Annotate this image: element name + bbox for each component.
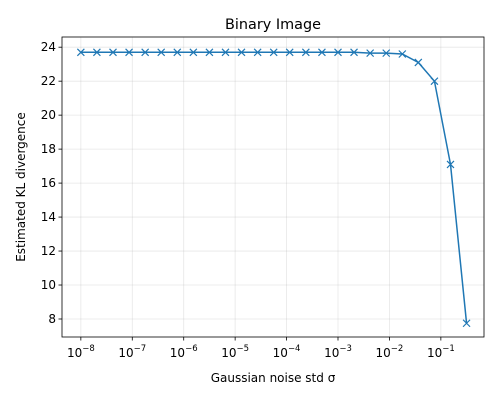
x-tick-base: 10: [170, 346, 185, 360]
x-tick-exponent: −2: [391, 344, 404, 354]
y-tick-label: 18: [41, 142, 56, 156]
data-marker: [269, 48, 278, 57]
y-tick-label: 8: [48, 312, 56, 326]
x-tick-exponent: −7: [134, 344, 147, 354]
data-marker: [141, 48, 150, 57]
data-marker: [301, 48, 310, 57]
x-tick-label: 10−1: [427, 344, 455, 360]
data-marker: [253, 48, 262, 57]
y-tick-label: 14: [41, 210, 56, 224]
x-tick-exponent: −5: [237, 344, 250, 354]
data-marker: [398, 50, 407, 58]
y-tick-label: 16: [41, 176, 56, 190]
data-marker: [430, 77, 439, 86]
x-tick-label: 10−2: [376, 344, 404, 360]
chart-title: Binary Image: [225, 17, 321, 33]
data-marker: [414, 58, 423, 67]
plot-frame: [61, 36, 485, 338]
data-marker: [237, 48, 246, 57]
data-marker: [366, 49, 375, 58]
y-axis-label: Estimated KL divergence: [14, 112, 28, 262]
data-marker: [221, 48, 230, 57]
x-tick-base: 10: [67, 346, 82, 360]
data-marker: [462, 319, 471, 328]
data-marker: [382, 49, 391, 58]
data-marker: [157, 48, 166, 57]
x-tick-exponent: −8: [82, 344, 95, 354]
x-tick-base: 10: [324, 346, 339, 360]
x-tick-base: 10: [427, 346, 442, 360]
x-tick-label: 10−3: [324, 344, 352, 360]
x-tick-label: 10−5: [221, 344, 249, 360]
x-tick-base: 10: [376, 346, 391, 360]
data-marker: [125, 48, 133, 57]
y-tick-label: 12: [41, 244, 56, 258]
data-marker: [350, 48, 358, 57]
data-marker: [92, 48, 101, 57]
x-tick-exponent: −3: [339, 344, 352, 354]
x-tick-label: 10−6: [170, 344, 198, 360]
data-marker: [109, 48, 117, 57]
x-tick-exponent: −1: [442, 344, 455, 354]
data-marker: [334, 48, 342, 57]
data-marker: [446, 160, 455, 169]
y-tick-label: 22: [41, 74, 56, 88]
y-tick-label: 20: [41, 108, 56, 122]
x-tick-label: 10−8: [67, 344, 95, 360]
x-tick-base: 10: [273, 346, 288, 360]
data-line: [80, 51, 468, 324]
x-tick-label: 10−4: [273, 344, 301, 360]
y-tick-label: 24: [41, 40, 56, 54]
x-axis-label: Gaussian noise std σ: [211, 371, 336, 385]
data-marker: [189, 48, 198, 57]
data-marker: [318, 48, 326, 57]
x-tick-exponent: −6: [185, 344, 198, 354]
x-tick-base: 10: [118, 346, 133, 360]
data-marker: [205, 48, 214, 57]
data-marker: [173, 48, 182, 57]
data-marker: [76, 48, 85, 57]
x-tick-base: 10: [221, 346, 236, 360]
y-tick-label: 10: [41, 278, 56, 292]
data-marker: [285, 48, 294, 57]
x-tick-exponent: −4: [288, 344, 301, 354]
x-tick-label: 10−7: [118, 344, 146, 360]
